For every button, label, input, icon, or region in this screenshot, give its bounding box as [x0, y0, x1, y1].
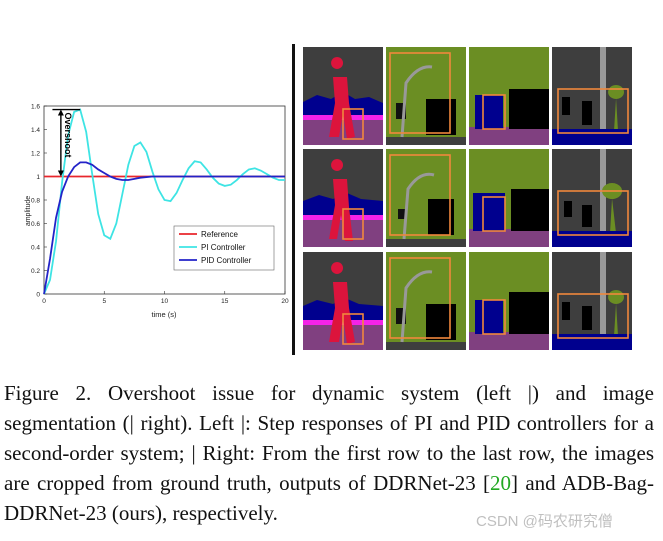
seg-cell-r2-c1 — [303, 149, 383, 247]
x-tick-label: 5 — [102, 298, 106, 305]
series-line-pi-controller — [43, 108, 285, 295]
seg-cell-r3-c4 — [552, 252, 632, 350]
y-tick-label: 0.6 — [31, 221, 40, 228]
seg-cell-r2-c4 — [552, 149, 632, 247]
seg-cell-r1-c2 — [386, 47, 466, 145]
y-tick-label: 1.6 — [31, 104, 40, 111]
y-axis-label: amplitude — [25, 196, 32, 226]
y-tick-label: 0.4 — [31, 245, 40, 252]
seg-cell-r3-c3 — [469, 252, 549, 350]
x-tick-label: 10 — [161, 298, 169, 305]
segmentation-grid — [303, 47, 633, 355]
series-layer — [43, 108, 285, 295]
y-tick-label: 0.2 — [31, 268, 40, 275]
legend-entry: Reference — [201, 230, 238, 239]
step-response-chart: 0 0.2 0.4 0.6 0.8 1 1.2 1.4 1.6 0 5 10 15 20 Oversho… — [25, 104, 289, 320]
arrow-head-up — [57, 109, 64, 116]
caption-text: Figure 2. Overshoot issue for dynamic sy… — [4, 381, 654, 495]
watermark: CSDN @码农研究僧 — [476, 513, 613, 530]
y-tick-label: 0.8 — [31, 198, 40, 205]
y-tick-label: 1.2 — [31, 151, 40, 158]
citation-link[interactable]: 20 — [490, 471, 512, 495]
seg-cell-r3-c2 — [386, 252, 466, 350]
caption-text-end: ] and ADB-Bag-DDRNet-23 (ours), respecti… — [4, 471, 654, 525]
y-tick-label: 0 — [36, 292, 40, 299]
figure-caption: Figure 2. Overshoot issue for dynamic sy… — [4, 378, 654, 528]
legend-entry: PID Controller — [201, 256, 252, 265]
y-tick-label: 1.4 — [31, 127, 40, 134]
overshoot-annotation: Overshoot — [52, 108, 81, 177]
seg-cell-r3-c1 — [303, 252, 383, 350]
legend: Reference PI Controller PID Controller — [173, 225, 275, 271]
x-axis-label: time (s) — [152, 310, 178, 319]
x-tick-label: 20 — [281, 298, 289, 305]
overshoot-label: Overshoot — [63, 113, 73, 158]
x-tick-label: 0 — [42, 298, 46, 305]
x-tick-label: 15 — [221, 298, 229, 305]
seg-cell-r1-c3 — [469, 47, 549, 145]
series-line-pid-controller — [43, 161, 285, 295]
seg-cell-r2-c2 — [386, 149, 466, 247]
seg-cell-r1-c1 — [303, 47, 383, 145]
seg-cell-r2-c3 — [469, 149, 549, 247]
figure: 0 0.2 0.4 0.6 0.8 1 1.2 1.4 1.6 0 5 10 15 20 Oversho… — [25, 44, 633, 355]
seg-cell-r1-c4 — [552, 47, 632, 145]
arrow-head-down — [57, 170, 64, 177]
legend-entry: PI Controller — [201, 243, 246, 252]
divider — [292, 44, 295, 355]
y-tick-label: 1 — [36, 174, 40, 181]
